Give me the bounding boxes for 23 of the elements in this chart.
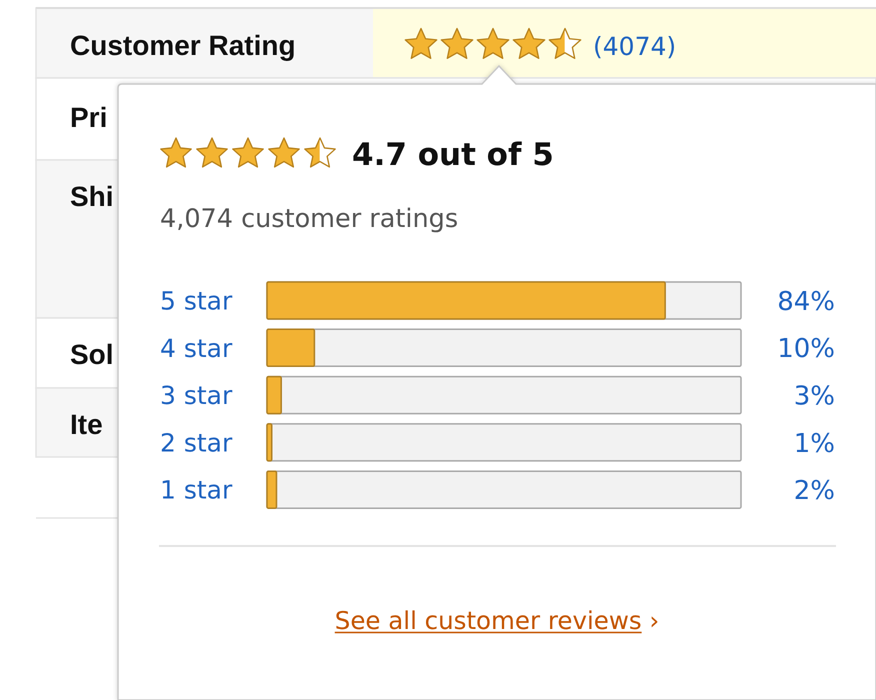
text: Ite: [70, 409, 103, 440]
text: Customer Rating: [70, 30, 296, 61]
y-tick-label: 3 star: [160, 381, 233, 410]
data-label: 1%: [794, 428, 835, 459]
data-label: 84%: [777, 286, 835, 317]
text: Sol: [70, 339, 114, 370]
bar: [266, 328, 316, 368]
data-label: 2%: [794, 476, 835, 506]
chart-title: 4.7 out of 5: [352, 137, 554, 173]
data-label: 3%: [794, 381, 835, 412]
y-tick-label: 4 star: [160, 334, 233, 363]
bar: [266, 470, 278, 509]
bar: [266, 423, 272, 462]
y-tick-label: 2 star: [160, 428, 233, 458]
bar: [266, 376, 282, 414]
text: See all customer reviews ›: [334, 606, 660, 635]
chart-subtitle: 4,074 customer ratings: [160, 204, 458, 234]
y-tick-label: 5 star: [160, 286, 233, 316]
data-label: 10%: [777, 334, 835, 364]
text: Pri: [70, 102, 108, 133]
y-tick-label: 1 star: [160, 476, 233, 505]
text: Shi: [70, 181, 114, 212]
text: (4074): [593, 32, 676, 61]
